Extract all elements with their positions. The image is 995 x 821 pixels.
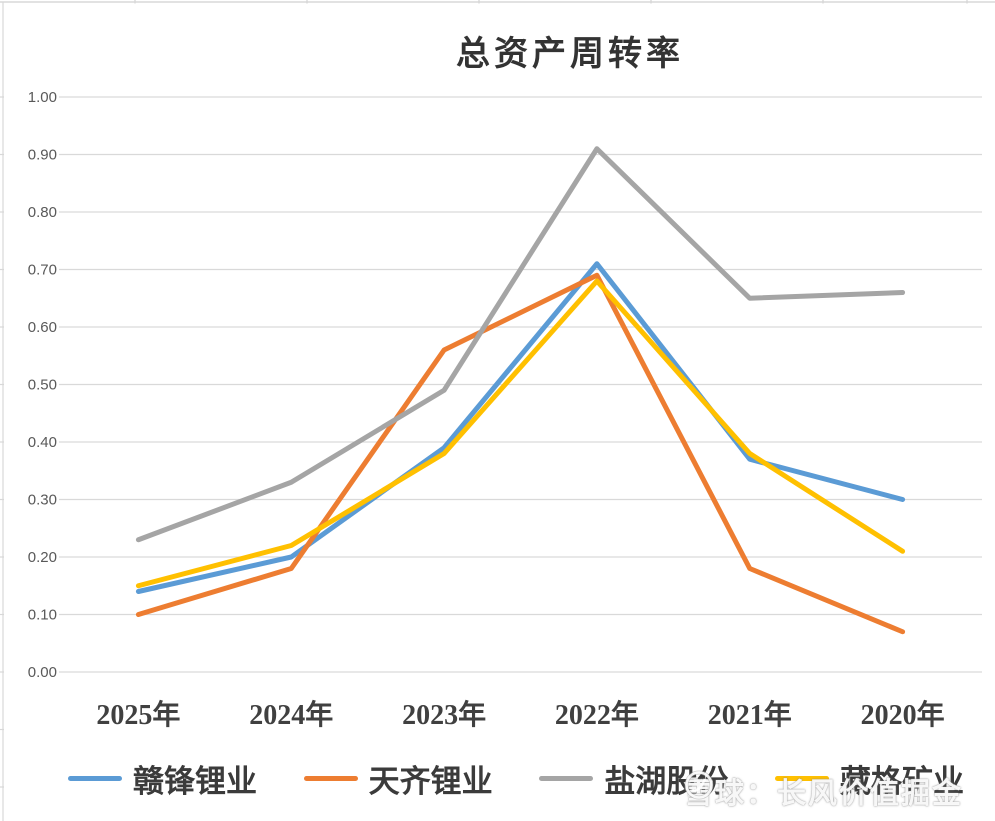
series-line-0: [135, 261, 906, 594]
series-line-3: [135, 278, 906, 589]
series-line-2: [135, 146, 906, 543]
y-tick-label: 0.50: [28, 377, 57, 394]
series-line-1: [135, 272, 906, 635]
y-tick-label: 0.10: [28, 607, 57, 624]
legend-label: 藏格矿业: [839, 764, 964, 799]
line-chart-plot: 0.00 0.10 0.20 0.30 0.40 0.50 0.60 0.70 0.80 0.90…: [28, 89, 982, 731]
x-tick-label: 2020年: [861, 698, 945, 731]
x-tick-label: 2023年: [402, 698, 486, 731]
chart-legend: 赣锋锂业 天齐锂业 盐湖股份 藏格矿业: [68, 756, 964, 801]
chart-title: 总资产周转率: [456, 36, 684, 73]
y-tick-label: 0.70: [28, 262, 57, 279]
legend-marker-icon: [539, 776, 594, 781]
y-tick-label: 1.00: [28, 89, 57, 106]
y-tick-label: 0.60: [28, 319, 57, 336]
legend-label: 盐湖股份: [604, 764, 729, 799]
x-tick-label: 2025年: [96, 698, 180, 731]
legend-label: 赣锋锂业: [133, 764, 257, 799]
legend-label: 天齐锂业: [368, 764, 493, 799]
y-tick-label: 0.20: [28, 549, 57, 566]
legend-item-3: 藏格矿业: [774, 756, 964, 801]
y-tick-label: 0.00: [28, 664, 57, 681]
x-tick-label: 2024年: [249, 698, 333, 731]
x-tick-label: 2022年: [555, 698, 639, 731]
legend-marker-icon: [68, 776, 122, 781]
legend-item-0: 赣锋锂业: [68, 756, 257, 801]
y-tick-label: 0.90: [28, 147, 57, 164]
y-tick-label: 0.40: [28, 434, 57, 451]
legend-item-1: 天齐锂业: [303, 756, 493, 801]
legend-marker-icon: [774, 776, 829, 781]
y-tick-label: 0.80: [28, 204, 57, 221]
x-tick-label: 2021年: [708, 698, 792, 731]
legend-item-2: 盐湖股份: [539, 756, 728, 801]
legend-marker-icon: [303, 776, 358, 781]
y-tick-label: 0.30: [28, 492, 57, 509]
